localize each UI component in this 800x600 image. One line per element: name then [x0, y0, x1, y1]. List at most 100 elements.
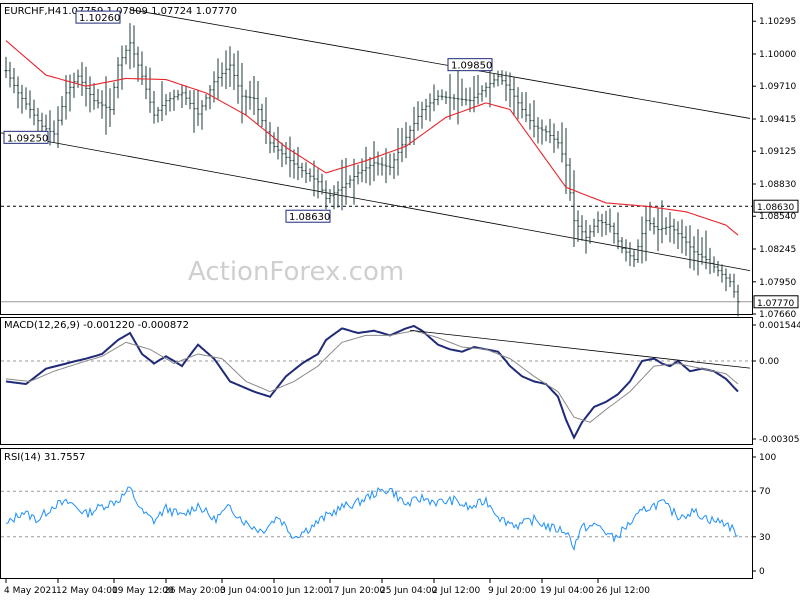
- price-annotation-label: 1.09250: [7, 133, 48, 144]
- ohlc-bar: [448, 74, 452, 120]
- ohlc-bar: [416, 101, 420, 131]
- ohlc-bar: [440, 89, 444, 101]
- x-tick-label: 3 Jun 04:00: [220, 586, 272, 596]
- ohlc-bar: [180, 84, 184, 108]
- price-annotation-label: 1.08630: [289, 212, 330, 223]
- rsi-y-tick-label: 30: [759, 533, 771, 543]
- ohlc-bar: [356, 164, 360, 185]
- ohlc-bar: [616, 212, 620, 250]
- ohlc-bar: [404, 122, 408, 159]
- ohlc-bar: [144, 66, 148, 100]
- ohlc-bar: [224, 50, 228, 89]
- ohlc-bar: [372, 141, 376, 182]
- ohlc-bar: [104, 76, 108, 135]
- ohlc-bar: [600, 213, 604, 237]
- ohlc-bar: [428, 93, 432, 122]
- ohlc-bar: [560, 122, 564, 163]
- price-plot: 1.10295 1.10000 1.09710 1.09415 1.09125 1.088…: [0, 9, 799, 320]
- ohlc-bar: [484, 82, 488, 98]
- ohlc-bar: [468, 87, 472, 113]
- ohlc-bar: [20, 84, 24, 114]
- ohlc-bar: [692, 236, 696, 271]
- ohlc-bar: [436, 90, 440, 106]
- ohlc-bar: [320, 173, 324, 195]
- price-y-tick-label: 1.10295: [759, 17, 796, 27]
- ohlc-bar: [4, 56, 8, 79]
- ohlc-bar: [732, 273, 736, 298]
- price-y-tick-label: 1.08830: [759, 180, 796, 190]
- ohlc-bar: [76, 69, 80, 88]
- ohlc-bar: [268, 122, 272, 154]
- ohlc-bar: [668, 212, 672, 243]
- ohlc-bar: [592, 218, 596, 237]
- x-tick-label: 19 Jul 04:00: [540, 586, 594, 596]
- ohlc-bar: [208, 84, 212, 110]
- ohlc-bar: [716, 261, 720, 277]
- x-tick-label: 10 Jun 12:00: [272, 586, 329, 596]
- ohlc-bar: [636, 239, 640, 264]
- price-y-tick-label: 1.08245: [759, 245, 796, 255]
- ohlc-bar: [488, 69, 492, 108]
- ohlc-bar: [176, 89, 180, 101]
- ohlc-bar: [48, 110, 52, 146]
- x-tick-label: 19 May 12:00: [112, 586, 174, 596]
- ohlc-bar: [652, 217, 656, 235]
- price-annotation-box: [75, 10, 121, 24]
- ohlc-bar: [312, 160, 316, 197]
- ohlc-bar: [408, 125, 412, 146]
- ohlc-bar: [496, 70, 500, 87]
- ohlc-bar: [236, 50, 240, 104]
- ohlc-bar: [316, 168, 320, 199]
- ohlc-bar: [380, 157, 384, 176]
- ohlc-bar: [172, 89, 176, 111]
- ohlc-bar: [520, 92, 524, 119]
- ohlc-bar: [424, 98, 428, 121]
- ohlc-bar: [480, 85, 484, 102]
- ohlc-bar: [88, 76, 92, 113]
- x-tick-label: 12 May 04:00: [56, 586, 118, 596]
- ohlc-bar: [396, 127, 400, 176]
- x-tick-label: 26 Jul 12:00: [596, 586, 650, 596]
- x-tick-label: 4 May 2021: [4, 586, 57, 596]
- ohlc-bar: [60, 96, 64, 126]
- macd-panel: [0, 317, 753, 445]
- ohlc-bar: [532, 100, 536, 138]
- ohlc-bar: [64, 75, 68, 120]
- ohlc-bar: [580, 215, 584, 241]
- ohlc-bar: [724, 268, 728, 292]
- macd-y-tick-label: 0.00: [759, 357, 779, 367]
- ohlc-bar: [556, 130, 560, 149]
- ohlc-bar: [472, 76, 476, 113]
- ohlc-bar: [640, 216, 644, 264]
- ohlc-bar: [192, 90, 196, 133]
- ohlc-bar: [500, 70, 504, 85]
- ohlc-bar: [352, 158, 356, 205]
- price-annotation-label: 1.09850: [451, 61, 492, 72]
- rsi-panel: [0, 448, 753, 579]
- ohlc-bar: [12, 67, 16, 94]
- ohlc-bar: [256, 81, 260, 125]
- ohlc-bar: [304, 162, 308, 184]
- ohlc-bar: [332, 185, 336, 210]
- ohlc-bar: [228, 46, 232, 88]
- ohlc-bar: [536, 117, 540, 144]
- ohlc-bar: [432, 84, 436, 112]
- ohlc-bar: [184, 85, 188, 105]
- ohlc-bar: [400, 127, 404, 163]
- ohlc-bar: [704, 230, 708, 270]
- ohlc-bar: [96, 88, 100, 109]
- ohlc-bar: [660, 200, 664, 244]
- ohlc-bar: [528, 103, 532, 130]
- ohlc-bar: [728, 273, 732, 288]
- ohlc-bar: [656, 208, 660, 252]
- ohlc-bar: [348, 175, 352, 188]
- ohlc-bar: [564, 127, 568, 194]
- ohlc-bar: [572, 170, 576, 247]
- ohlc-bar: [24, 87, 28, 110]
- ohlc-bar: [164, 94, 168, 116]
- ohlc-bar: [700, 237, 704, 265]
- price-y-tick-label: 1.09710: [759, 82, 796, 92]
- ohlc-bar: [452, 94, 456, 110]
- rsi-plot: 100 70 30 0: [1, 453, 776, 577]
